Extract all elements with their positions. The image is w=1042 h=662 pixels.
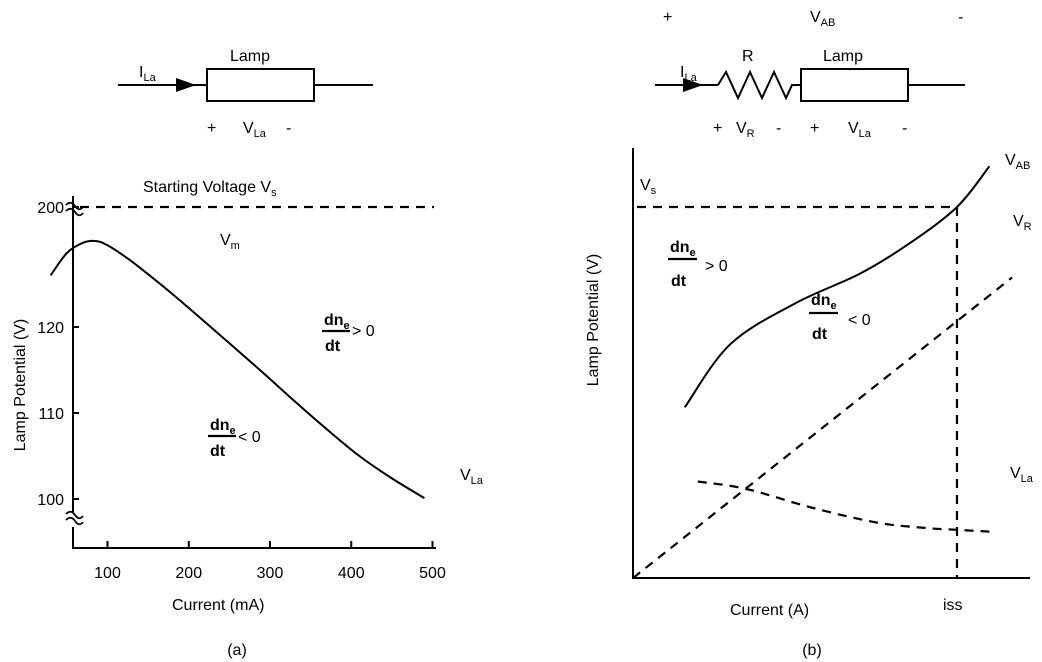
svg-text:< 0: < 0 [238, 429, 261, 446]
resistor-b [717, 69, 801, 101]
annotation-negative-b: dne dt < 0 [809, 292, 871, 343]
x-axis-label-b: Current (A) [730, 602, 809, 619]
x-tick-label-a: 400 [338, 565, 365, 582]
annotation-positive-a: dne dt > 0 [322, 312, 375, 355]
axis-break-bottom-a-1 [65, 510, 84, 520]
vla-minus-b: - [902, 120, 907, 137]
vla-plus-b: + [810, 120, 819, 137]
vm-label-a: Vm [220, 232, 240, 252]
x-tick-label-a: 200 [175, 565, 202, 582]
series-vla-label-a: VLa [460, 467, 484, 487]
svg-text:> 0: > 0 [705, 258, 728, 275]
minus-label-a: - [286, 120, 291, 137]
series-vla-curve-a [49, 239, 425, 499]
current-arrow-a [176, 78, 196, 92]
plus-vab-label-b: + [663, 9, 672, 26]
chart-b: Vs iss Current (A) Lamp Potential (V) VA… [585, 148, 1034, 659]
x-tick-label-a: 100 [94, 565, 121, 582]
axis-break-top-a-2 [65, 207, 84, 217]
y-tick-label-a: 110 [38, 406, 64, 423]
series-vla-label-b: VLa [1010, 465, 1034, 485]
svg-text:> 0: > 0 [352, 323, 375, 340]
svg-text:dt: dt [812, 326, 828, 343]
circuit-a: ILa Lamp + VLa - [118, 48, 373, 140]
lamp-box-b [800, 68, 909, 102]
voltage-label-a: VLa [243, 120, 267, 140]
svg-text:dne: dne [670, 239, 696, 259]
x-tick-label-a: 300 [257, 565, 284, 582]
y-tick-label-a: 100 [37, 492, 64, 509]
svg-text:dt: dt [210, 443, 226, 460]
minus-vab-label-b: - [958, 9, 963, 26]
vr-label-b: VR [736, 120, 755, 140]
vla-circuit-label-b: VLa [848, 120, 872, 140]
lamp-box-a [206, 68, 315, 102]
svg-text:dt: dt [671, 273, 687, 290]
resistor-label-b: R [742, 48, 754, 65]
y-tick-label-a: 200 [37, 200, 64, 217]
vr-minus-b: - [776, 120, 781, 137]
series-vr-label-b: VR [1013, 213, 1032, 233]
current-label-b: ILa [680, 64, 698, 84]
x-axis-label-a: Current (mA) [172, 597, 264, 614]
x-tick-label-a: 500 [419, 565, 446, 582]
vab-label-b: VAB [810, 9, 835, 29]
svg-text:< 0: < 0 [848, 312, 871, 329]
plus-label-a: + [207, 120, 216, 137]
lamp-label-b: Lamp [823, 48, 863, 65]
chart-a: 100 200 300 400 500 100 110 120 200 Current (mA… [12, 179, 484, 659]
caption-b: (b) [802, 642, 822, 659]
x-ticks-a: 100 200 300 400 500 [94, 541, 446, 582]
annotation-positive-b: dne dt > 0 [668, 239, 728, 290]
starting-voltage-label-a: Starting Voltage Vs [143, 179, 277, 199]
lamp-label-a: Lamp [230, 48, 270, 65]
svg-text:dne: dne [210, 417, 236, 437]
caption-a: (a) [227, 642, 247, 659]
svg-text:dne: dne [324, 312, 350, 332]
iss-tick-label-b: iss [943, 597, 963, 614]
svg-text:dne: dne [811, 292, 837, 312]
svg-text:dt: dt [325, 338, 341, 355]
series-vla-curve-b [697, 480, 990, 533]
y-axis-label-b: Lamp Potential (V) [585, 254, 602, 387]
series-vr-line-b [632, 276, 1013, 579]
y-tick-label-a: 120 [37, 320, 64, 337]
y-ticks-a: 100 110 120 200 [37, 200, 79, 509]
axis-break-bottom-a-2 [65, 516, 84, 526]
series-vab-label-b: VAB [1005, 152, 1030, 172]
annotation-negative-a: dne dt < 0 [208, 417, 261, 460]
series-vab-curve-b [683, 165, 991, 408]
circuit-b: + VAB - ILa R Lamp + VR - + VLa - [655, 9, 965, 140]
vs-label-b: Vs [640, 177, 657, 197]
current-label-a: ILa [139, 64, 157, 84]
vr-plus-b: + [713, 120, 722, 137]
current-arrow-b [683, 78, 703, 92]
y-axis-label-a: Lamp Potential (V) [12, 319, 29, 452]
